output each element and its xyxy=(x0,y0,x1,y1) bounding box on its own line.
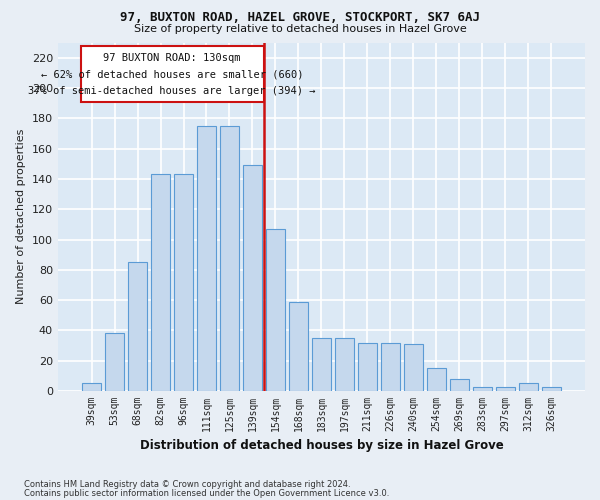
Bar xyxy=(449,379,469,391)
Bar xyxy=(82,384,101,391)
Text: Size of property relative to detached houses in Hazel Grove: Size of property relative to detached ho… xyxy=(134,24,466,34)
Bar xyxy=(174,174,193,391)
Bar xyxy=(105,334,124,391)
X-axis label: Distribution of detached houses by size in Hazel Grove: Distribution of detached houses by size … xyxy=(140,440,503,452)
Bar xyxy=(220,126,239,391)
Bar xyxy=(473,386,492,391)
Bar xyxy=(197,126,216,391)
Bar xyxy=(311,338,331,391)
Text: Contains HM Land Registry data © Crown copyright and database right 2024.: Contains HM Land Registry data © Crown c… xyxy=(24,480,350,489)
Bar xyxy=(542,386,561,391)
Text: 97, BUXTON ROAD, HAZEL GROVE, STOCKPORT, SK7 6AJ: 97, BUXTON ROAD, HAZEL GROVE, STOCKPORT,… xyxy=(120,11,480,24)
Bar xyxy=(358,342,377,391)
Bar xyxy=(427,368,446,391)
Bar xyxy=(151,174,170,391)
Text: 97 BUXTON ROAD: 130sqm: 97 BUXTON ROAD: 130sqm xyxy=(103,53,241,63)
Bar xyxy=(335,338,354,391)
Bar xyxy=(496,386,515,391)
Text: 37% of semi-detached houses are larger (394) →: 37% of semi-detached houses are larger (… xyxy=(28,86,316,97)
Bar xyxy=(404,344,423,391)
Bar xyxy=(289,302,308,391)
Text: ← 62% of detached houses are smaller (660): ← 62% of detached houses are smaller (66… xyxy=(41,70,304,80)
Bar xyxy=(242,166,262,391)
Bar xyxy=(128,262,148,391)
Bar xyxy=(266,229,285,391)
Bar xyxy=(80,46,264,102)
Text: Contains public sector information licensed under the Open Government Licence v3: Contains public sector information licen… xyxy=(24,489,389,498)
Bar xyxy=(518,384,538,391)
Y-axis label: Number of detached properties: Number of detached properties xyxy=(16,129,26,304)
Bar xyxy=(380,342,400,391)
